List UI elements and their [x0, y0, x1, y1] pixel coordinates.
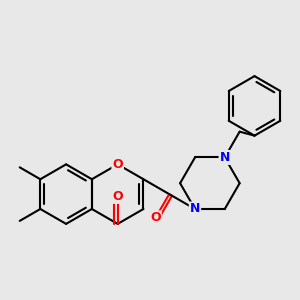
Text: O: O [150, 212, 161, 224]
Text: N: N [220, 151, 230, 164]
Text: O: O [112, 190, 123, 203]
Text: N: N [190, 202, 200, 215]
Text: O: O [112, 158, 123, 171]
